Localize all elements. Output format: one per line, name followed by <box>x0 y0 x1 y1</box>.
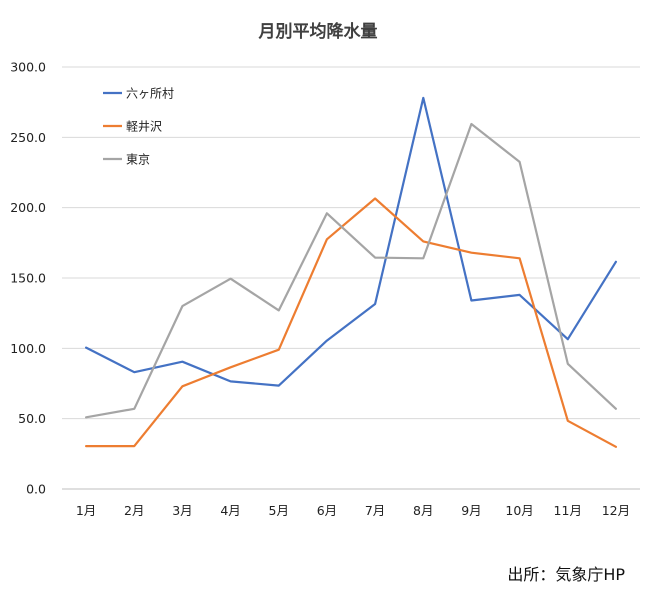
y-tick-label: 50.0 <box>18 411 46 426</box>
source-note: 出所：気象庁HP <box>507 565 625 584</box>
y-tick-label: 250.0 <box>10 130 46 145</box>
x-tick-label: 10月 <box>505 503 533 518</box>
x-tick-label: 9月 <box>461 503 481 518</box>
y-tick-label: 300.0 <box>10 60 46 75</box>
x-tick-label: 4月 <box>220 503 240 518</box>
x-tick-label: 2月 <box>124 503 144 518</box>
x-tick-label: 8月 <box>413 503 433 518</box>
chart-title: 月別平均降水量 <box>258 21 378 42</box>
series-lines <box>84 96 618 448</box>
series-line <box>84 197 618 448</box>
y-tick-label: 100.0 <box>10 341 46 356</box>
legend-label: 六ヶ所村 <box>126 87 174 101</box>
series-line <box>84 96 618 387</box>
x-tick-label: 12月 <box>602 503 630 518</box>
x-tick-label: 5月 <box>269 503 289 518</box>
x-tick-label: 6月 <box>317 503 337 518</box>
legend-label: 軽井沢 <box>126 120 162 134</box>
x-axis-tick-labels: 1月 2月 3月 4月 5月 6月 7月 8月 9月 10月 11月 12月 <box>76 503 630 518</box>
x-tick-label: 11月 <box>554 503 582 518</box>
x-tick-label: 1月 <box>76 503 96 518</box>
x-tick-label: 7月 <box>365 503 385 518</box>
y-tick-label: 150.0 <box>10 271 46 286</box>
gridlines <box>62 66 640 490</box>
series-line <box>84 122 618 419</box>
legend-label: 東京 <box>126 153 150 167</box>
y-axis-tick-labels: 0.0 50.0 100.0 150.0 200.0 250.0 300.0 <box>10 60 46 497</box>
y-tick-label: 200.0 <box>10 200 46 215</box>
x-tick-label: 3月 <box>172 503 192 518</box>
y-tick-label: 0.0 <box>26 482 46 497</box>
